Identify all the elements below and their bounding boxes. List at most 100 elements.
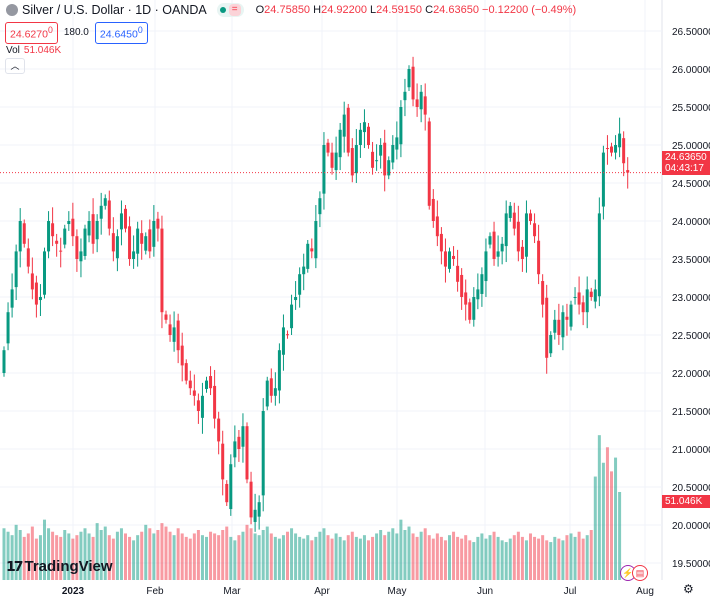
volume-bar (524, 540, 528, 580)
candle-body (387, 160, 391, 176)
candle-body (286, 334, 289, 336)
grid (0, 0, 663, 580)
volume-bar (472, 542, 476, 580)
time-tick-label: Feb (146, 586, 164, 597)
volume-bar (176, 528, 180, 580)
candle-body (569, 304, 573, 327)
volume-bar (55, 535, 59, 580)
volume-bar (601, 462, 605, 580)
price-tick-label: 20.50000 (672, 483, 710, 494)
volume-bar (47, 528, 51, 580)
candle-body (626, 170, 630, 173)
candle-body (128, 226, 132, 259)
volume-bar (581, 538, 585, 580)
volume-bar (318, 531, 322, 580)
price-tick-label: 26.50000 (672, 27, 710, 38)
candle-body (22, 223, 26, 244)
buy-price: 24.6450 (99, 28, 138, 41)
candle-body (508, 205, 512, 218)
volume-bar (383, 535, 387, 580)
volume-bar (399, 519, 403, 580)
volume-bar (245, 524, 249, 580)
volume-bar (63, 530, 67, 580)
us-flag-event-icon[interactable]: ▤ (632, 565, 648, 581)
candle-body (43, 251, 46, 295)
candle-body (618, 133, 622, 148)
sell-price: 24.6270 (10, 28, 48, 41)
buy-button[interactable]: 24.64500 (94, 22, 148, 44)
candle-body (10, 289, 14, 308)
candle-body (14, 251, 18, 288)
volume-bar (326, 535, 330, 580)
candle-body (314, 221, 318, 259)
candle-body (423, 96, 427, 115)
volume-bar (484, 538, 488, 580)
volume-bar (18, 530, 22, 580)
collapse-legend-button[interactable]: ︿ (5, 58, 25, 74)
candle-body (577, 292, 581, 305)
tradingview-logo[interactable]: 𝟭𝟳 TradingView (6, 558, 113, 575)
candle-body (537, 240, 541, 275)
candle-body (557, 319, 561, 335)
candle-body (302, 266, 306, 275)
volume-bar (314, 536, 318, 580)
symbol-title[interactable]: Silver / U.S. Dollar · 1D · OANDA (22, 3, 207, 17)
candle-body (419, 91, 423, 110)
volume-bar (140, 531, 144, 580)
candle-body (184, 363, 188, 381)
volume-bar (569, 533, 573, 580)
candle-body (83, 228, 87, 256)
volume-bar (512, 535, 516, 580)
volume-bar (358, 538, 362, 580)
volume-bar (253, 533, 257, 580)
symbol-legend: Silver / U.S. Dollar · 1D · OANDA = O24.… (6, 3, 576, 17)
candle-body (294, 297, 298, 301)
price-tick-label: 21.00000 (672, 445, 710, 456)
candle-body (59, 250, 63, 252)
candle-body (524, 213, 528, 257)
settings-gear-icon[interactable]: ⚙ (683, 582, 694, 596)
candle-body (415, 99, 419, 107)
sell-button[interactable]: 24.62700 (5, 22, 58, 44)
candle-body (610, 146, 613, 153)
candle-body (411, 66, 415, 100)
volume-bar (184, 536, 188, 580)
candle-body (51, 223, 55, 237)
volume-bar (460, 538, 464, 580)
volume-bar (496, 536, 500, 580)
candle-body (614, 145, 618, 153)
candle-body (565, 316, 569, 320)
volume-bar (302, 538, 306, 580)
volume-bar (132, 540, 136, 580)
volume-bar (468, 540, 472, 580)
volume-bar (553, 536, 557, 580)
last-price-label: 24.63650 04:43:17 (662, 151, 710, 175)
candle-body (71, 218, 75, 237)
candle-body (395, 137, 399, 150)
candle-body (310, 248, 314, 252)
volume-bar (431, 538, 435, 580)
spread-value: 180.0 (63, 27, 89, 39)
volume-bar (597, 435, 601, 580)
volume-bar (508, 538, 512, 580)
volume-value: 51.046K (23, 45, 62, 56)
volume-bar (415, 536, 419, 580)
market-status[interactable]: = (216, 3, 244, 17)
volume-bar (411, 533, 415, 580)
candle-body (168, 324, 172, 335)
volume-bar (2, 528, 6, 580)
price-tick-label: 26.00000 (672, 65, 710, 76)
price-tick-label: 23.50000 (672, 255, 710, 266)
volume-bar (573, 536, 577, 580)
low-value: 24.59150 (376, 4, 423, 16)
volume-bar (99, 530, 103, 580)
time-tick-label: Mar (223, 586, 241, 597)
bar-countdown: 04:43:17 (665, 163, 704, 174)
candle-body (148, 229, 152, 252)
volume-bar (225, 526, 229, 580)
candle-body (464, 292, 468, 305)
volume-bar (476, 536, 480, 580)
volume-bar (448, 535, 451, 580)
volume-bar (549, 542, 553, 580)
